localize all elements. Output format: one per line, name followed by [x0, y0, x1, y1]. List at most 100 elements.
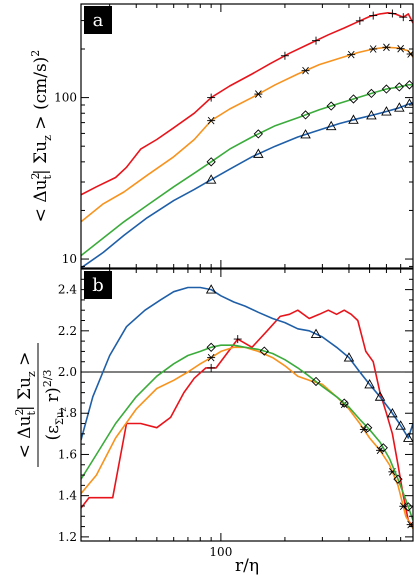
series-1-marker	[347, 50, 356, 59]
series-line-1	[81, 46, 413, 223]
marker-shape	[205, 284, 217, 294]
marker-shape	[374, 391, 386, 401]
y-tick-label: 2.2	[58, 324, 77, 338]
series-2-marker	[206, 342, 216, 352]
marker-shape	[300, 110, 311, 120]
ylabel-sup: 2	[29, 172, 42, 179]
marker-shape	[259, 346, 269, 356]
series-2-marker	[259, 346, 269, 356]
series-3-marker	[300, 129, 311, 139]
series-1-marker	[207, 353, 216, 362]
series-1-marker	[369, 45, 378, 53]
panel-b-ylabel: < Δu2t| Σuz > (εΣuz r)2/3	[13, 343, 68, 467]
series-2-marker	[253, 129, 263, 139]
series-2-marker	[378, 443, 388, 453]
y-tick-label: 100	[54, 91, 77, 105]
series-line-3	[81, 286, 413, 441]
series-line-0	[81, 12, 413, 196]
series-2-marker	[404, 80, 413, 90]
series-2-marker	[363, 423, 373, 433]
marker-shape	[366, 110, 377, 120]
marker-shape	[387, 407, 398, 418]
marker-stroke	[255, 90, 262, 98]
marker-shape	[394, 102, 405, 112]
marker-shape	[348, 114, 359, 124]
x-tick-label: 100	[209, 545, 232, 559]
y-tick-label: 2.0	[58, 365, 77, 379]
panel-b-series	[81, 284, 413, 530]
series-3-marker	[374, 391, 386, 401]
series-0-marker	[369, 11, 378, 20]
marker-shape	[378, 443, 388, 453]
series-3-marker	[364, 378, 375, 389]
series-3-marker	[366, 110, 377, 120]
series-line-2	[81, 84, 413, 257]
series-1-marker	[399, 502, 408, 511]
series-2-marker	[311, 376, 321, 387]
ylabel-numerator: < Δu2t| Σuz >	[13, 352, 38, 459]
series-0-marker	[233, 335, 242, 344]
marker-shape	[363, 423, 373, 433]
panel-b-frame	[80, 268, 414, 542]
y-tick-label: 1.4	[58, 489, 77, 503]
marker-shape	[395, 420, 406, 430]
marker-shape	[253, 148, 264, 158]
series-2-marker	[394, 82, 404, 92]
series-2-marker	[393, 474, 403, 484]
marker-shape	[206, 342, 216, 352]
marker-shape	[381, 106, 392, 116]
marker-shape	[339, 398, 349, 408]
marker-stroke	[207, 116, 215, 125]
y-tick-label: 10	[62, 252, 77, 266]
series-1-marker	[382, 43, 391, 52]
ylabel-denominator: (εΣuz r)2/3	[41, 369, 68, 440]
marker-shape	[364, 378, 375, 389]
series-1-marker	[359, 425, 368, 434]
marker-shape	[404, 98, 413, 108]
panel-b: 1.2 1.4 1.6 1.8 2.0 2.2 2.4 100 b < Δu2t| Σuz >…	[13, 268, 414, 576]
marker-shape	[366, 88, 377, 99]
marker-shape	[311, 376, 321, 387]
marker-shape	[326, 101, 336, 111]
series-0-marker	[207, 363, 216, 372]
marker-stroke	[302, 66, 309, 75]
series-3-marker	[325, 120, 337, 131]
marker-shape	[205, 174, 217, 184]
series-1-marker	[207, 116, 216, 125]
panel-a-series	[81, 9, 413, 268]
panel-b-ticks: 1.2 1.4 1.6 1.8 2.0 2.2 2.4 100	[58, 268, 414, 559]
series-1-marker	[254, 90, 263, 98]
series-1-marker	[301, 66, 310, 75]
marker-shape	[300, 129, 311, 139]
series-3-marker	[394, 102, 405, 112]
marker-shape	[402, 432, 413, 442]
x-axis-label: r/η	[235, 556, 259, 576]
series-3-marker	[205, 174, 217, 184]
series-3-marker	[395, 420, 406, 430]
series-3-marker	[387, 407, 398, 418]
panel-a-frame	[80, 3, 414, 269]
marker-shape	[348, 94, 359, 104]
series-0-marker	[355, 16, 364, 25]
series-3-marker	[310, 328, 322, 338]
marker-stroke	[340, 400, 348, 409]
series-2-marker	[326, 101, 336, 111]
y-tick-label: 2.4	[58, 283, 77, 297]
series-3-marker	[343, 352, 355, 362]
panel-b-tag: b	[92, 275, 104, 296]
series-0-marker	[399, 13, 408, 22]
marker-shape	[381, 84, 392, 94]
series-2-marker	[206, 157, 216, 167]
series-2-marker	[339, 398, 349, 408]
panel-a-ticks: 10 100	[54, 4, 414, 268]
marker-shape	[404, 80, 413, 90]
series-0-marker	[312, 36, 321, 45]
marker-stroke	[369, 45, 377, 53]
panel-a: 10 100 a < Δu2t| Σuz > (cm/s)2	[29, 3, 414, 269]
series-0-marker	[388, 9, 397, 18]
series-line-2	[81, 344, 413, 521]
marker-stroke	[399, 502, 407, 511]
panel-a-ylabel: < Δu2t| Σuz > (cm/s)2	[29, 50, 54, 223]
marker-shape	[253, 129, 263, 139]
